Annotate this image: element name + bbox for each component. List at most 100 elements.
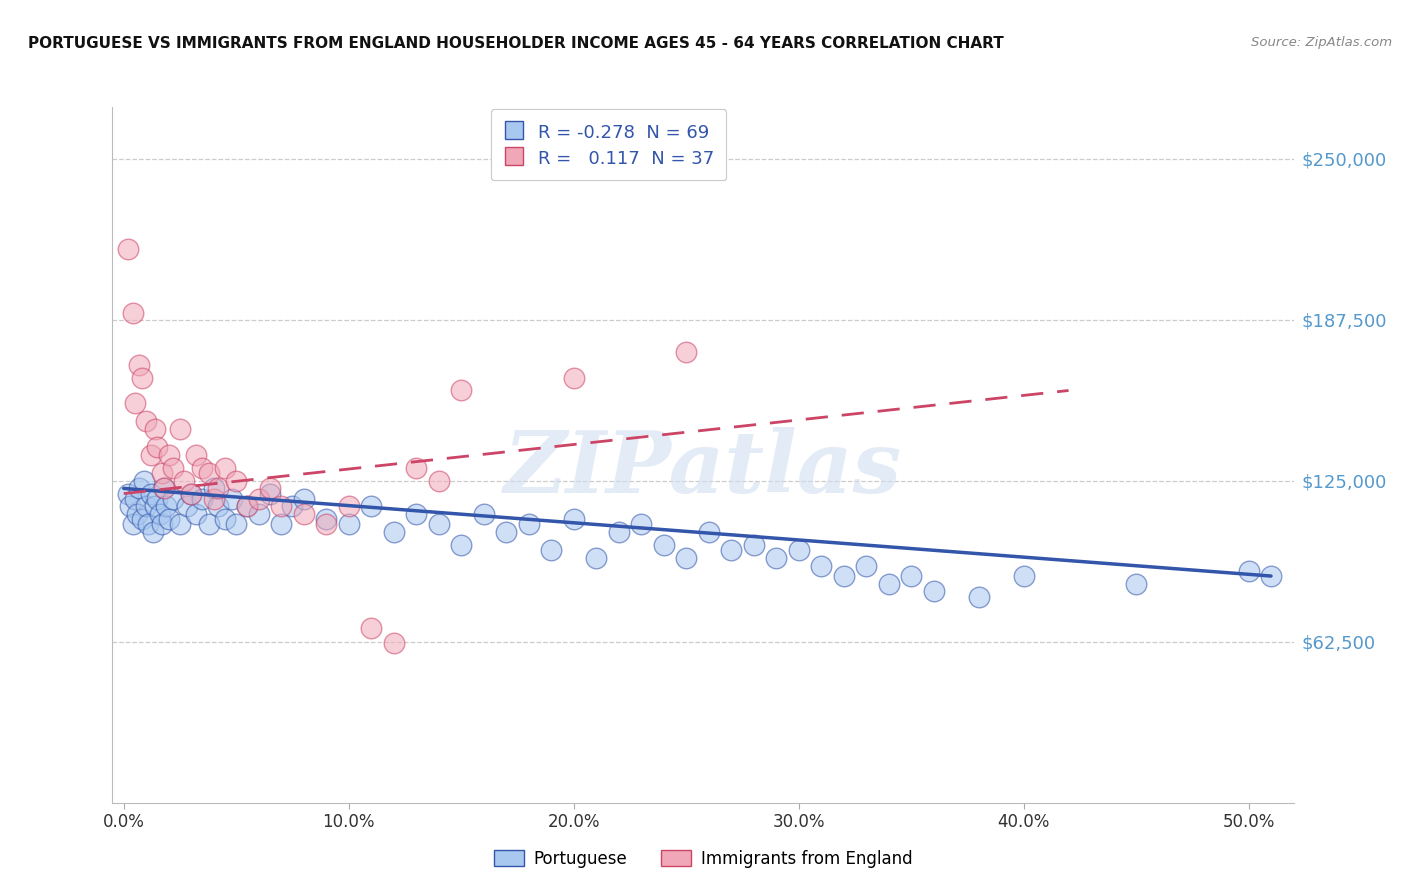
Point [127, 507, 149, 521]
Point [900, 569, 922, 583]
Point [143, 500, 166, 514]
Point [184, 448, 207, 462]
Point [855, 558, 877, 573]
Point [562, 512, 585, 526]
Point [162, 491, 184, 506]
Point [176, 500, 198, 514]
Point [1237, 564, 1260, 578]
Point [135, 500, 157, 514]
Point [259, 486, 281, 500]
Point [139, 486, 162, 500]
Point [150, 517, 173, 532]
Point [630, 517, 652, 532]
Point [180, 486, 202, 500]
Point [315, 512, 337, 526]
Point [128, 482, 150, 496]
Point [270, 500, 292, 514]
Point [221, 491, 243, 506]
Point [207, 482, 229, 496]
Point [191, 460, 214, 475]
Point [124, 491, 146, 506]
Point [360, 500, 382, 514]
Point [281, 500, 304, 514]
Point [132, 474, 155, 488]
Point [382, 636, 405, 650]
Point [720, 543, 742, 558]
Point [1260, 569, 1282, 583]
Point [157, 448, 180, 462]
Point [207, 500, 229, 514]
Point [128, 358, 150, 372]
Point [157, 512, 180, 526]
Text: PORTUGUESE VS IMMIGRANTS FROM ENGLAND HOUSEHOLDER INCOME AGES 45 - 64 YEARS CORR: PORTUGUESE VS IMMIGRANTS FROM ENGLAND HO… [28, 36, 1004, 51]
Point [427, 474, 450, 488]
Point [131, 512, 153, 526]
Point [405, 460, 427, 475]
Point [337, 517, 360, 532]
Point [143, 422, 166, 436]
Point [142, 525, 165, 540]
Point [117, 242, 139, 256]
Point [191, 491, 214, 506]
Point [450, 384, 472, 398]
Point [585, 551, 607, 566]
Point [1125, 576, 1147, 591]
Point [787, 543, 810, 558]
Point [360, 621, 382, 635]
Point [146, 440, 169, 454]
Point [259, 482, 281, 496]
Point [135, 414, 157, 428]
Point [540, 543, 562, 558]
Point [236, 500, 259, 514]
Point [198, 517, 221, 532]
Point [517, 517, 540, 532]
Point [202, 482, 225, 496]
Point [162, 460, 184, 475]
Point [562, 370, 585, 384]
Point [121, 517, 143, 532]
Point [675, 551, 697, 566]
Point [337, 500, 360, 514]
Point [652, 538, 675, 552]
Point [697, 525, 720, 540]
Point [146, 491, 169, 506]
Point [607, 525, 630, 540]
Point [155, 500, 177, 514]
Point [149, 507, 172, 521]
Point [184, 507, 207, 521]
Point [153, 482, 176, 496]
Point [405, 507, 427, 521]
Point [315, 517, 337, 532]
Point [292, 507, 315, 521]
Text: Source: ZipAtlas.com: Source: ZipAtlas.com [1251, 36, 1392, 49]
Point [450, 538, 472, 552]
Legend: Portuguese, Immigrants from England: Portuguese, Immigrants from England [486, 844, 920, 875]
Point [1012, 569, 1035, 583]
Legend: R = -0.278  N = 69, R =   0.117  N = 37: R = -0.278 N = 69, R = 0.117 N = 37 [491, 109, 727, 180]
Point [180, 486, 202, 500]
Point [214, 512, 236, 526]
Point [810, 558, 832, 573]
Point [877, 576, 900, 591]
Point [121, 306, 143, 320]
Text: ZIPatlas: ZIPatlas [503, 427, 903, 510]
Point [270, 517, 292, 532]
Point [138, 517, 160, 532]
Point [225, 517, 247, 532]
Point [202, 491, 225, 506]
Point [427, 517, 450, 532]
Point [922, 584, 945, 599]
Point [292, 491, 315, 506]
Point [139, 448, 162, 462]
Point [173, 474, 195, 488]
Point [124, 396, 146, 410]
Point [967, 590, 990, 604]
Point [382, 525, 405, 540]
Point [169, 517, 191, 532]
Point [495, 525, 517, 540]
Point [675, 344, 697, 359]
Point [150, 466, 173, 480]
Point [832, 569, 855, 583]
Point [120, 500, 142, 514]
Point [765, 551, 787, 566]
